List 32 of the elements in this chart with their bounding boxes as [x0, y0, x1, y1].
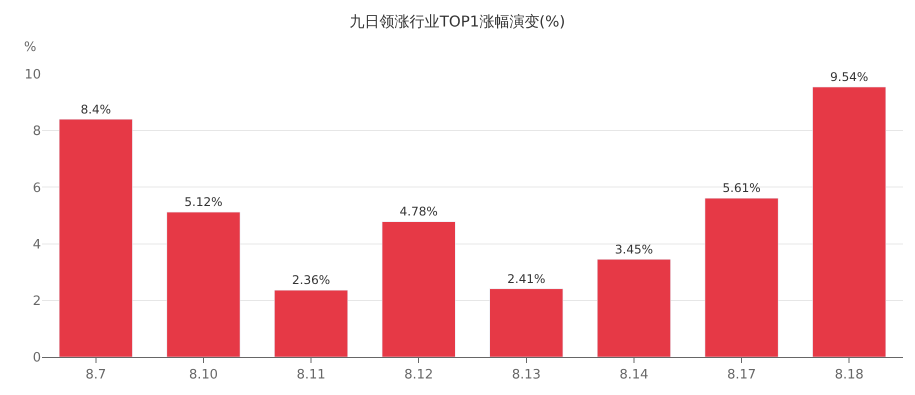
y-axis-title: %	[24, 40, 36, 55]
bar	[166, 212, 240, 357]
data-label: 2.36%	[292, 273, 330, 288]
x-tick-label: 8.12	[404, 368, 434, 383]
bar	[274, 290, 348, 357]
y-tick-label: 2	[32, 294, 41, 309]
chart-title: 九日领涨行业TOP1涨幅演变(%)	[350, 12, 566, 30]
x-tick-label: 8.13	[512, 368, 541, 383]
bar	[597, 259, 671, 357]
bar	[704, 198, 778, 357]
y-tick-label: 0	[32, 350, 41, 366]
y-tick-label: 8	[32, 124, 41, 140]
data-label: 5.12%	[184, 195, 222, 210]
data-label: 4.78%	[400, 204, 438, 219]
data-label: 5.61%	[722, 181, 761, 196]
data-label: 3.45%	[614, 242, 654, 256]
x-tick-label: 8.11	[296, 368, 326, 383]
data-label: 2.41%	[507, 272, 546, 286]
bar	[489, 288, 564, 357]
y-tick-label: 4	[32, 237, 41, 252]
x-tick-label: 8.17	[727, 368, 756, 383]
data-label: 8.4%	[80, 102, 112, 116]
bar	[58, 119, 133, 357]
data-label: 9.54%	[830, 70, 868, 84]
x-tick-label: 8.7	[85, 368, 106, 383]
y-tick-label: 6	[32, 180, 41, 196]
bar	[812, 86, 886, 357]
x-tick-label: 8.18	[834, 368, 864, 383]
bar	[382, 221, 456, 357]
x-tick-label: 8.14	[619, 368, 648, 383]
y-tick-label: 10	[24, 68, 41, 83]
x-tick-label: 8.10	[188, 368, 218, 383]
